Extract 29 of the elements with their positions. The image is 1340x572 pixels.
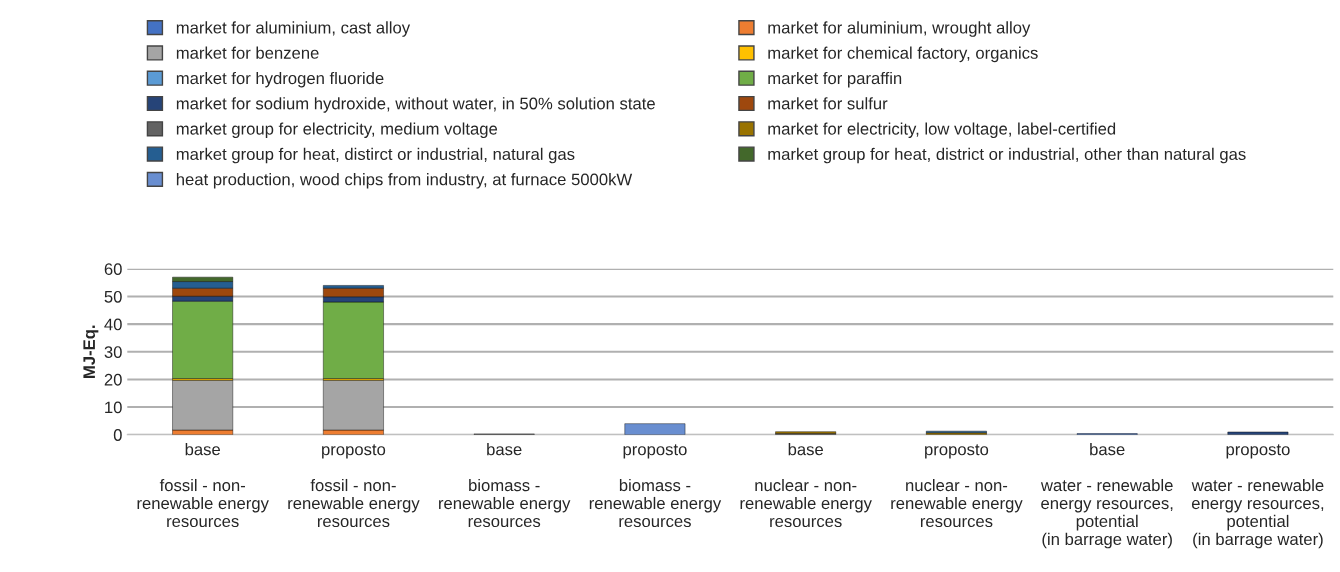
y-tick-label: 20 (104, 373, 122, 386)
category-label: base biomass - renewable energy resources (439, 443, 571, 528)
legend-label: market for aluminium, wrought alloy (768, 21, 1031, 37)
y-tick-label: 40 (104, 318, 122, 331)
legend-label: heat production, wood chips from industry, at furnace 5000kW (176, 173, 633, 189)
category-label: base fossil - non- renewable energy resources (137, 443, 269, 528)
y-axis-title: MJ-Eq. (83, 325, 99, 378)
y-tick-label: 60 (104, 263, 122, 276)
legend-label: market for sodium hydroxide, without water, in 50% solution state (176, 97, 655, 113)
legend-label: market for aluminium, cast alloy (176, 21, 411, 37)
legend-label: market for sulfur (768, 97, 888, 110)
legend-label: market group for heat, district or industrial, other than natural gas (768, 147, 1246, 164)
legend-label: market for chemical factory, organics (768, 46, 1038, 63)
legend-label: market group for electricity, medium voltage (176, 122, 498, 139)
category-label: base nuclear - non- renewable energy resources (740, 443, 872, 528)
legend-label: market group for heat, distirct or industrial, natural gas (176, 147, 575, 164)
category-label: base water - renewable energy resources, potential (in barrage water) (1040, 443, 1173, 549)
y-tick-label: 10 (105, 401, 122, 414)
category-label: proposto biomass - renewable energy resources (589, 444, 722, 528)
legend-label: market for hydrogen fluoride (176, 71, 384, 88)
legend-label: market for paraffin (768, 71, 902, 88)
legend-label: market for benzene (176, 46, 319, 59)
y-tick-label: 50 (104, 290, 122, 303)
legend-label: market for electricity, low voltage, label-certified (768, 122, 1116, 139)
category-label: proposto nuclear - non- renewable energy resources (891, 444, 1023, 528)
y-tick-label: 30 (104, 346, 122, 358)
category-label: proposto water - renewable energy resources, potential (in barrage water) (1191, 444, 1324, 549)
category-label: proposto fossil - non- renewable energy resources (288, 444, 420, 528)
y-tick-label: 0 (113, 429, 122, 441)
